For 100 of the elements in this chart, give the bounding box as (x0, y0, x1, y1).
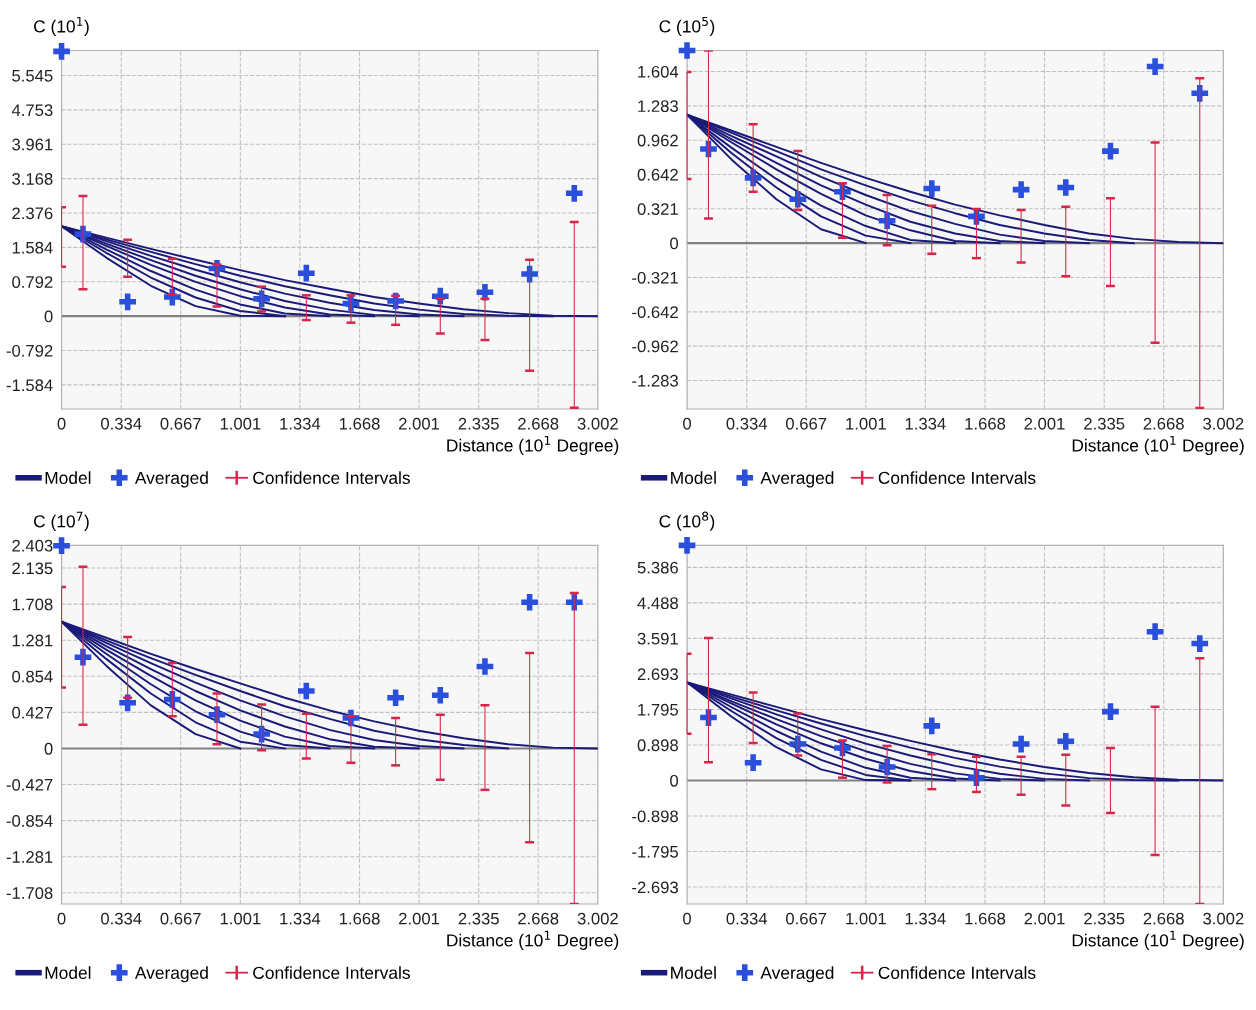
y-tick-label: 0.427 (12, 706, 53, 719)
x-tick-label: 0 (683, 417, 692, 430)
x-tick-label: 1.334 (905, 912, 946, 925)
x-axis-title: Distance (10$^{1}$ Degree) (447, 435, 619, 456)
x-tick-label: 1.334 (280, 912, 321, 925)
x-tick-label: 1.001 (846, 417, 886, 430)
y-tick-label: -0.962 (632, 340, 678, 353)
y-axis-title: C (10$^{5}$) (659, 16, 715, 36)
x-tick-label: 0.667 (160, 912, 201, 925)
x-tick-label: 2.668 (518, 912, 559, 925)
x-tick-label: 1.001 (220, 417, 261, 430)
y-tick-label: 2.135 (12, 562, 53, 575)
y-tick-label: 4.753 (11, 104, 53, 117)
x-tick-label: 0.334 (101, 912, 142, 925)
y-tick-label: -0.321 (632, 271, 678, 284)
x-tick-label: 3.002 (577, 912, 618, 925)
x-tick-label: 0.667 (785, 417, 827, 430)
x-tick-label: 2.335 (458, 912, 499, 925)
x-tick-label: 0.667 (160, 417, 201, 430)
y-tick-label: 1.584 (12, 241, 53, 254)
y-axis-title: C (10$^{1}$) (34, 16, 89, 36)
y-tick-label: 0.962 (637, 134, 678, 147)
y-tick-label: 0.642 (637, 168, 678, 181)
legend-label: Model (45, 966, 91, 979)
x-tick-label: 1.334 (280, 417, 321, 430)
y-tick-label: 5.545 (12, 70, 53, 82)
x-tick-label: 2.668 (518, 417, 559, 430)
x-tick-label: 2.668 (1143, 417, 1184, 430)
legend-label: Model (671, 471, 716, 485)
x-tick-label: 1.334 (905, 417, 946, 430)
legend-label: Model (45, 471, 91, 485)
x-tick-label: 0.334 (726, 912, 768, 925)
x-tick-label: 1.668 (339, 417, 380, 430)
legend-label: Averaged (760, 471, 834, 488)
legend-label: Confidence Intervals (878, 966, 1036, 979)
x-tick-label: 0.334 (101, 417, 142, 430)
y-tick-label: 0.854 (12, 670, 53, 683)
y-tick-label: 2.376 (12, 207, 53, 220)
y-tick-label: 1.708 (12, 598, 53, 611)
x-tick-label: 2.335 (1084, 417, 1125, 430)
x-tick-label: 3.002 (577, 417, 618, 430)
y-tick-label: 0.898 (637, 739, 678, 752)
x-tick-label: 2.001 (1024, 417, 1065, 430)
x-tick-label: 2.335 (458, 417, 499, 430)
x-tick-label: 0 (683, 912, 692, 925)
x-tick-label: 1.668 (965, 912, 1006, 925)
legend-label: Averaged (134, 966, 208, 983)
x-tick-label: 2.001 (399, 417, 440, 430)
x-tick-label: 0.334 (726, 417, 768, 430)
y-tick-label: 3.591 (637, 632, 678, 645)
y-tick-label: 2.693 (637, 668, 678, 681)
y-axis-title: C (10$^{8}$) (659, 511, 715, 531)
legend-label: Confidence Intervals (253, 471, 410, 485)
x-tick-label: 2.668 (1143, 912, 1184, 925)
x-tick-label: 2.335 (1084, 912, 1125, 925)
y-tick-label: -0.427 (6, 778, 53, 791)
y-tick-label: 3.168 (12, 173, 53, 185)
y-tick-label: -1.708 (6, 887, 53, 899)
y-tick-label: -1.283 (632, 374, 678, 387)
legend-label: Confidence Intervals (878, 471, 1036, 485)
x-tick-label: 1.668 (965, 417, 1006, 430)
x-axis-title: Distance (10$^{1}$ Degree) (447, 930, 619, 950)
x-tick-label: 2.001 (399, 912, 440, 925)
x-tick-label: 1.668 (339, 912, 380, 925)
x-tick-label: 2.001 (1024, 912, 1065, 925)
y-tick-label: 0 (670, 237, 679, 250)
y-tick-label: -1.281 (6, 851, 53, 863)
x-tick-label: 1.001 (846, 912, 886, 925)
y-tick-label: 5.386 (637, 561, 678, 574)
y-tick-label: 0.321 (637, 203, 678, 215)
y-tick-label: -1.795 (632, 845, 678, 858)
y-tick-label: 1.283 (638, 100, 678, 113)
y-axis-title: C (10$^{7}$) (34, 511, 89, 531)
x-axis-title: Distance (10$^{1}$ Degree) (1072, 435, 1244, 456)
x-tick-label: 0.667 (785, 912, 827, 925)
legend-label: Model (671, 966, 716, 979)
y-tick-label: 0 (44, 310, 53, 323)
y-tick-label: 4.488 (637, 597, 678, 610)
x-tick-label: 1.001 (220, 912, 261, 925)
y-tick-label: -0.854 (6, 815, 53, 827)
y-tick-label: -2.693 (632, 881, 678, 894)
y-tick-label: 0 (670, 774, 679, 787)
x-tick-label: 3.002 (1203, 417, 1244, 430)
y-tick-label: 0 (44, 742, 53, 755)
x-tick-label: 0 (57, 912, 66, 925)
x-tick-label: 0 (57, 417, 66, 430)
y-tick-label: 1.795 (638, 703, 678, 716)
legend-label: Averaged (760, 966, 834, 983)
x-tick-label: 3.002 (1203, 912, 1244, 925)
legend-label: Averaged (134, 471, 208, 488)
y-tick-label: -0.792 (6, 344, 53, 357)
y-tick-label: -0.898 (632, 810, 678, 823)
y-tick-label: 0.792 (12, 276, 53, 288)
y-tick-label: 1.281 (12, 634, 53, 647)
y-tick-label: 2.403 (12, 539, 53, 552)
x-axis-title: Distance (10$^{1}$ Degree) (1072, 930, 1244, 950)
y-tick-label: -0.642 (632, 306, 678, 319)
legend-label: Confidence Intervals (253, 966, 410, 979)
y-tick-label: 3.961 (12, 138, 53, 151)
y-tick-label: -1.584 (6, 379, 53, 392)
